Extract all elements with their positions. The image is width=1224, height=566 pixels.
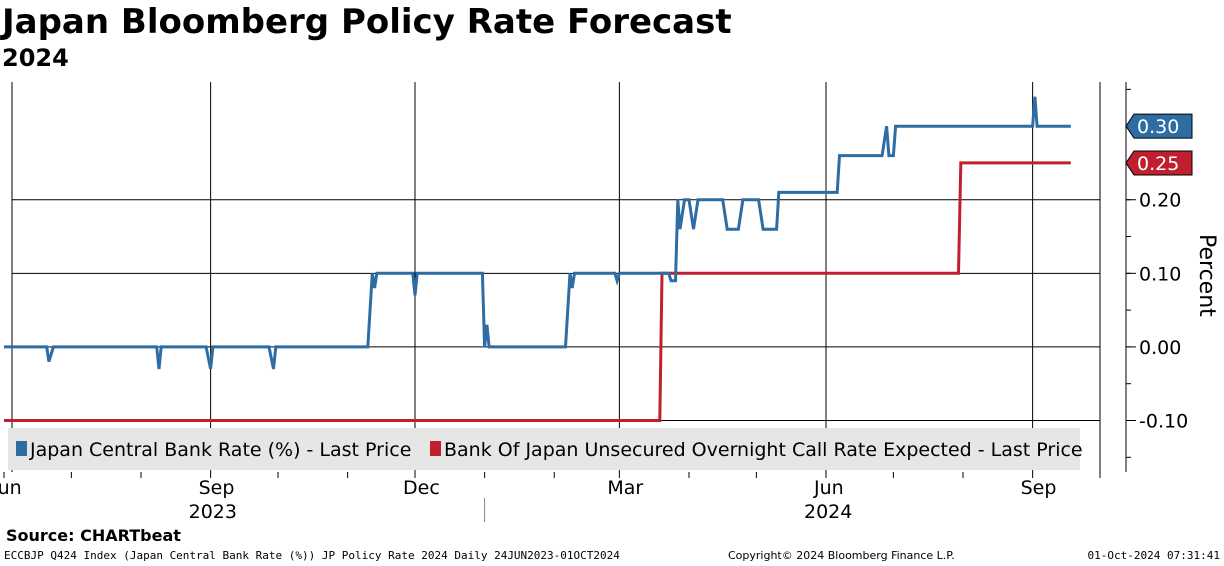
source-note: Source: CHARTbeat xyxy=(6,526,181,545)
legend-swatch xyxy=(430,441,441,456)
y-tick-label: 0.00 xyxy=(1139,337,1181,359)
y-tick-label: -0.10 xyxy=(1139,410,1188,432)
last-value-tag: 0.25 xyxy=(1125,150,1193,176)
legend: Japan Central Bank Rate (%) - Last Price… xyxy=(8,428,1083,470)
footer-copyright: Copyright© 2024 Bloomberg Finance L.P. xyxy=(728,549,955,562)
last-value-tag-bg xyxy=(1125,113,1193,139)
x-year-label: 2024 xyxy=(804,501,852,523)
chart-title: Japan Bloomberg Policy Rate Forecast xyxy=(2,2,732,42)
last-value-tag-bg xyxy=(1125,150,1193,176)
legend-swatch xyxy=(16,441,27,456)
y-axis-label: Percent xyxy=(1194,234,1219,317)
x-tick-label: Mar xyxy=(607,477,643,499)
x-tick-label: Dec xyxy=(403,477,440,499)
x-tick-label: Sep xyxy=(1021,477,1057,499)
y-tick-label: 0.10 xyxy=(1139,263,1181,285)
x-tick-label: Jun xyxy=(813,477,844,499)
last-value-tag: 0.30 xyxy=(1125,113,1193,139)
last-value-tag-label: 0.25 xyxy=(1137,153,1179,175)
grid-lines xyxy=(11,82,1101,472)
legend-label: Bank Of Japan Unsecured Overnight Call R… xyxy=(444,439,1083,461)
x-year-label: 2023 xyxy=(189,501,237,523)
series-layer xyxy=(4,96,1071,422)
footer-timestamp: 01-Oct-2024 07:31:41 xyxy=(1087,549,1220,562)
footer-ticker: ECCBJP Q424 Index (Japan Central Bank Ra… xyxy=(4,549,620,562)
last-value-tag-label: 0.30 xyxy=(1137,116,1179,138)
axes: -0.100.000.100.20JunSepDecMarJunSep20232… xyxy=(0,82,1219,523)
x-tick-label: Jun xyxy=(0,477,22,499)
y-tick-label: 0.20 xyxy=(1139,190,1181,212)
x-tick-label: Sep xyxy=(199,477,235,499)
series-line-central-bank-rate xyxy=(4,96,1071,370)
series-line-call-rate-expected xyxy=(4,161,1071,422)
legend-label: Japan Central Bank Rate (%) - Last Price xyxy=(29,439,411,461)
legend-box xyxy=(8,428,1080,470)
chart-subtitle: 2024 xyxy=(2,44,69,72)
